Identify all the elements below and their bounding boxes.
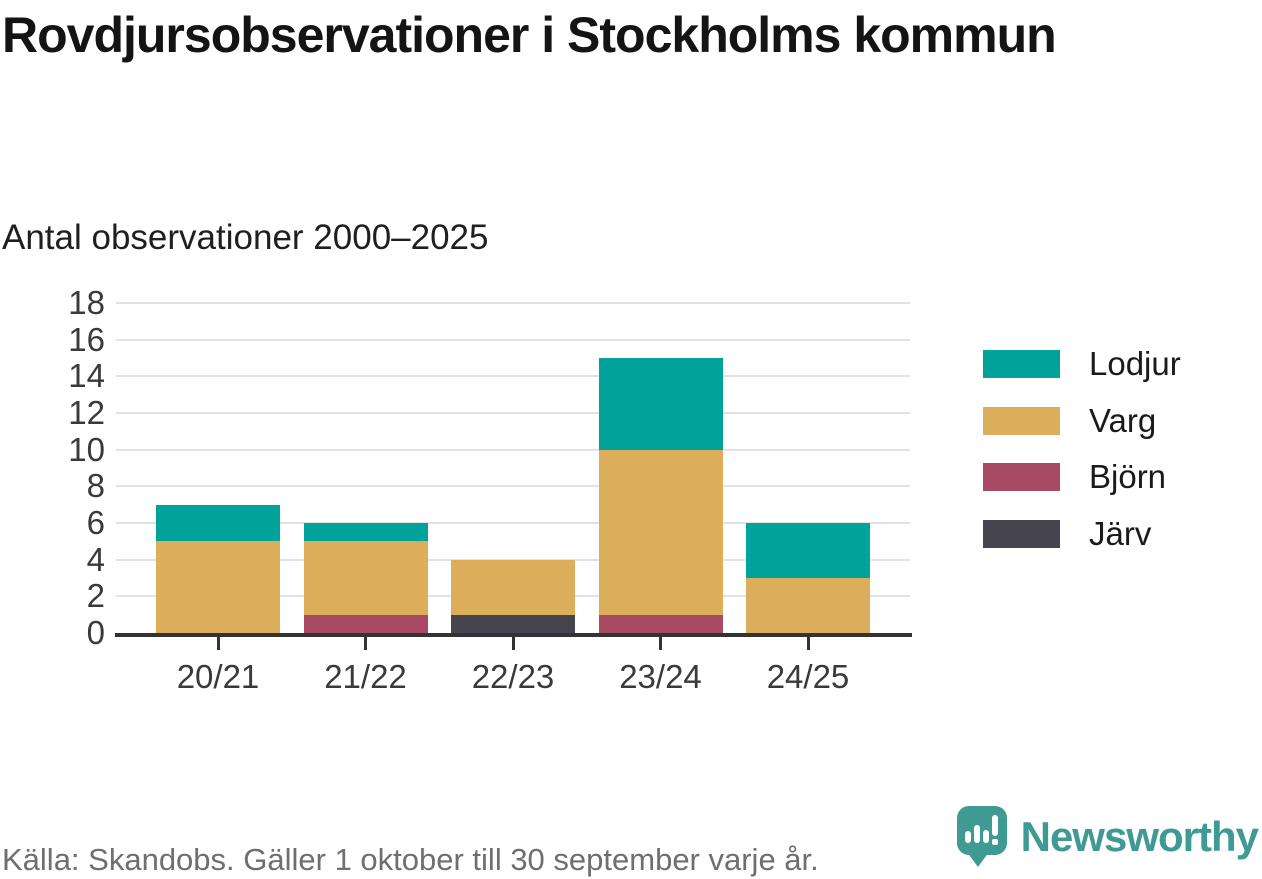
legend-item-järv: Järv [983,515,1151,553]
bar-segment-järv [451,614,575,633]
x-axis-tick-label: 20/21 [176,658,260,695]
bar-20-21 [156,504,280,633]
y-gridline [116,375,910,378]
y-axis-tick-label: 2 [86,577,105,615]
y-gridline [116,412,910,415]
bar-segment-varg [303,541,428,615]
x-axis-tick [364,637,367,650]
legend-swatch-varg [983,406,1060,435]
x-axis-line [115,633,912,637]
bar-chart-speech-bubble-icon [956,806,1007,868]
bar-segment-lodjur [598,358,723,450]
bar-segment-björn [303,614,428,633]
y-axis-tick-label: 18 [68,284,105,322]
y-axis-tick-label: 4 [86,540,105,578]
bar-23-24 [598,358,723,633]
y-axis-tick-label: 8 [86,467,105,505]
legend-item-björn: Björn [983,458,1166,496]
y-gridline [116,448,910,451]
bar-segment-varg [156,541,280,633]
x-axis-tick [216,637,220,650]
x-axis-tick [659,637,662,650]
y-gridline [116,302,910,305]
legend-label: Lodjur [1089,345,1181,382]
bar-segment-lodjur [156,504,280,542]
bar-segment-björn [598,614,723,633]
y-axis-tick-label: 6 [86,504,105,542]
y-axis-tick-label: 12 [68,394,105,432]
brand-logo: Newsworthy [956,806,1259,868]
page-title: Rovdjursobservationer i Stockholms kommu… [2,7,1057,63]
x-axis-tick-label: 22/23 [471,658,555,695]
legend-label: Varg [1089,401,1157,439]
x-axis-tick-label: 24/25 [766,658,850,695]
bar-segment-lodjur [303,523,428,542]
y-axis-tick-label: 14 [68,357,105,395]
bar-21-22 [303,523,428,633]
y-gridline [116,485,910,488]
bar-22-23 [451,559,575,633]
bar-24-25 [746,523,870,633]
bar-segment-lodjur [746,523,870,578]
legend-swatch-lodjur [983,350,1060,378]
y-gridline [116,522,910,525]
legend-item-varg: Varg [983,402,1156,440]
y-gridline [116,338,910,341]
x-axis-tick-label: 21/22 [324,658,407,695]
bar-segment-varg [451,559,575,615]
x-axis-tick-label: 23/24 [619,658,702,695]
legend-label: Järv [1089,515,1152,553]
y-axis-tick-label: 10 [68,430,105,468]
bar-segment-varg [746,578,870,633]
y-axis-tick-label: 0 [86,614,105,651]
source-note: Källa: Skandobs. Gäller 1 oktober till 3… [2,842,819,877]
legend-swatch-järv [983,520,1060,549]
x-axis-tick [511,637,515,650]
x-axis-tick [806,637,810,650]
chart-subtitle: Antal observationer 2000–2025 [2,218,489,257]
legend-item-lodjur: Lodjur [983,345,1181,383]
y-axis-tick-label: 16 [68,320,105,358]
bar-segment-varg [598,449,723,615]
legend-swatch-björn [983,463,1060,492]
brand-name: Newsworthy [1020,813,1259,860]
legend-label: Björn [1089,458,1167,496]
